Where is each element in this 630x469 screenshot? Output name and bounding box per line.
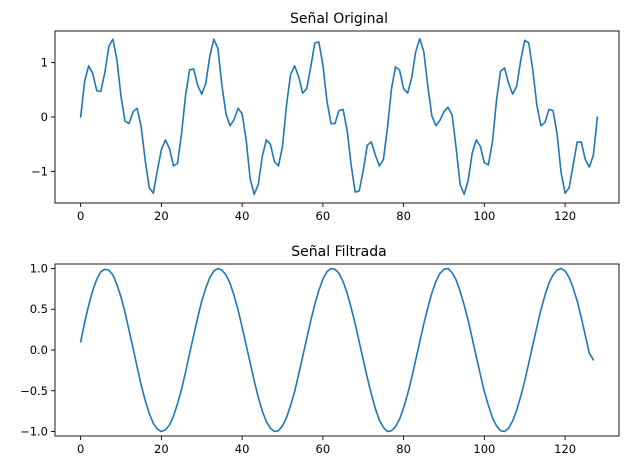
subplot-filtered: Señal Filtrada 0 20 40 60 80 100 120 −1.0 −0.5 0.… (20, 244, 620, 456)
x-tick-label: 80 (396, 442, 411, 456)
subplot-original: Señal Original 0 20 40 60 80 100 120 −1 0 1 (31, 11, 620, 223)
y-tick-label: −1 (31, 164, 48, 178)
x-tick-label: 20 (154, 209, 169, 223)
x-tick-label: 120 (554, 209, 576, 223)
y-tick-label: 0 (41, 110, 48, 124)
chart-title: Señal Original (290, 11, 388, 27)
x-tick-label: 40 (235, 209, 250, 223)
y-tick-label: 1 (41, 56, 48, 70)
y-tick-label: 0.5 (30, 302, 48, 316)
series-line (79, 37, 599, 196)
y-tick-label: −0.5 (20, 384, 48, 398)
y-tick-label: −1.0 (20, 425, 48, 439)
x-tick-label: 80 (396, 209, 411, 223)
x-tick-label: 60 (316, 442, 331, 456)
chart-title: Señal Filtrada (291, 244, 386, 260)
x-tick-label: 60 (316, 209, 331, 223)
x-tick-label: 120 (554, 442, 576, 456)
x-tick-label: 100 (473, 442, 495, 456)
x-tick-label: 0 (77, 442, 84, 456)
x-tick-label: 100 (473, 209, 495, 223)
x-tick-label: 20 (154, 442, 169, 456)
series-line (79, 267, 595, 433)
x-tick-label: 0 (77, 209, 84, 223)
x-tick-label: 40 (235, 442, 250, 456)
y-tick-label: 1.0 (30, 261, 48, 275)
y-tick-label: 0.0 (30, 343, 48, 357)
